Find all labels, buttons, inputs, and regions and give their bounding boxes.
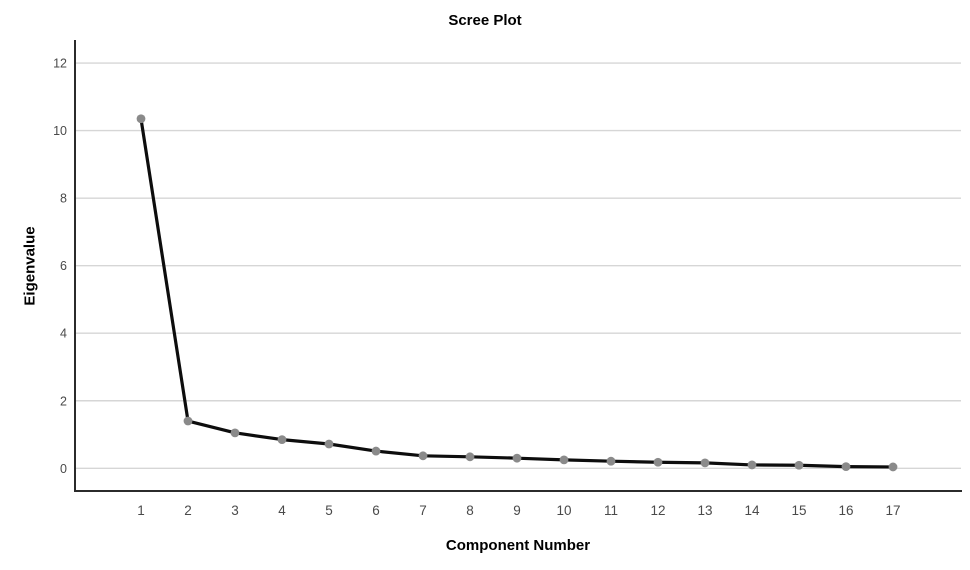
x-axis-label: Component Number: [445, 537, 591, 554]
data-point-13: [700, 458, 710, 468]
data-point-5: [324, 439, 334, 449]
x-tick-label-6: 6: [372, 503, 380, 518]
chart-title: Scree Plot: [448, 12, 522, 29]
y-tick-label-6: 6: [60, 259, 67, 273]
y-tick-label-8: 8: [60, 192, 67, 206]
x-tick-label-16: 16: [838, 503, 853, 518]
data-point-15: [794, 460, 804, 470]
x-tick-label-8: 8: [466, 503, 474, 518]
data-point-16: [841, 462, 851, 472]
x-tick-label-1: 1: [137, 503, 145, 518]
data-point-12: [653, 457, 663, 467]
data-point-6: [371, 446, 381, 456]
x-tick-label-7: 7: [419, 503, 427, 518]
data-point-14: [747, 460, 757, 470]
x-tick-label-3: 3: [231, 503, 239, 518]
data-point-10: [559, 455, 569, 465]
x-tick-label-4: 4: [278, 503, 286, 518]
x-tick-label-11: 11: [604, 503, 618, 518]
y-tick-label-4: 4: [60, 327, 67, 341]
y-tick-label-10: 10: [53, 124, 67, 138]
data-point-3: [230, 428, 240, 438]
data-point-2: [183, 416, 193, 426]
x-tick-label-12: 12: [650, 503, 665, 518]
data-point-8: [465, 452, 475, 462]
y-axis-label: Eigenvalue: [21, 226, 39, 306]
y-tick-label-12: 12: [53, 57, 67, 71]
y-tick-label-0: 0: [60, 462, 67, 476]
data-point-7: [418, 451, 428, 461]
x-tick-label-15: 15: [791, 503, 806, 518]
data-point-1: [136, 114, 146, 124]
data-point-4: [277, 435, 287, 444]
x-tick-label-10: 10: [556, 503, 571, 518]
x-tick-label-14: 14: [744, 503, 760, 518]
x-tick-label-9: 9: [513, 503, 521, 518]
data-point-11: [606, 456, 616, 466]
data-point-9: [512, 453, 522, 463]
data-point-17: [888, 462, 898, 472]
x-tick-label-17: 17: [885, 503, 900, 518]
x-tick-label-2: 2: [184, 503, 192, 518]
scree-line: [139, 118, 894, 469]
y-tick-label-2: 2: [60, 394, 67, 408]
x-tick-label-13: 13: [697, 503, 712, 518]
x-tick-label-5: 5: [325, 503, 333, 518]
